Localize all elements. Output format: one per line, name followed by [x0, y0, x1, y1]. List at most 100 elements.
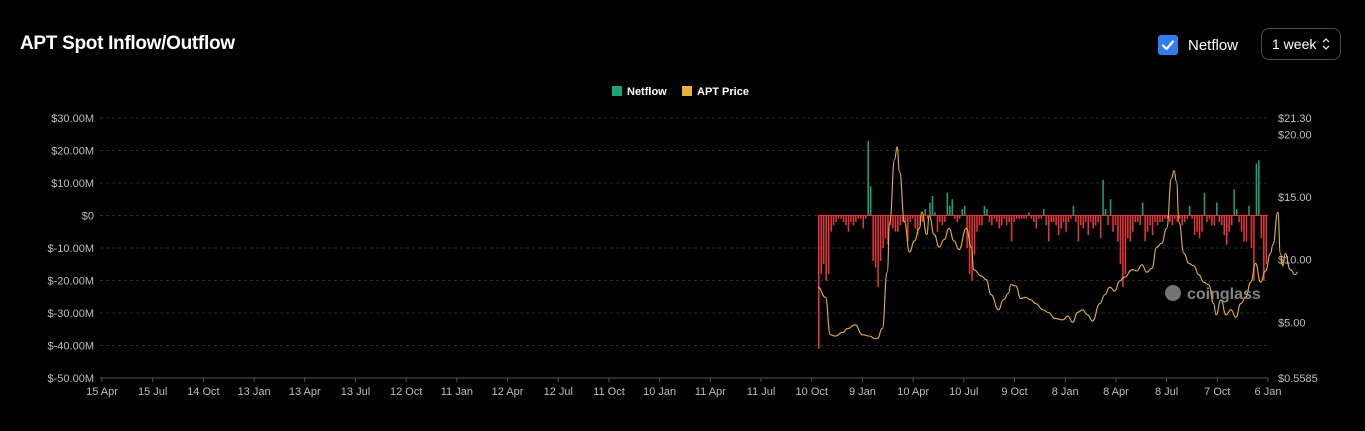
netflow-bar[interactable] — [939, 215, 941, 223]
netflow-bar[interactable] — [1201, 215, 1203, 232]
netflow-bar[interactable] — [931, 196, 934, 216]
netflow-bar[interactable] — [874, 215, 877, 268]
netflow-bar[interactable] — [1258, 160, 1260, 216]
netflow-bar[interactable] — [971, 215, 973, 281]
netflow-bar[interactable] — [1218, 215, 1221, 223]
netflow-bar[interactable] — [1015, 215, 1018, 219]
netflow-bar[interactable] — [1230, 215, 1233, 226]
netflow-bar[interactable] — [1104, 209, 1107, 216]
netflow-bar[interactable] — [887, 215, 889, 245]
netflow-bar[interactable] — [934, 212, 936, 216]
netflow-bar[interactable] — [986, 209, 988, 216]
netflow-bar[interactable] — [1089, 215, 1092, 223]
netflow-bar[interactable] — [820, 215, 823, 275]
netflow-bar[interactable] — [1233, 189, 1235, 216]
netflow-bar[interactable] — [1013, 215, 1015, 223]
netflow-bar[interactable] — [840, 215, 842, 219]
netflow-bar[interactable] — [941, 215, 944, 226]
netflow-bar[interactable] — [976, 215, 978, 232]
netflow-bar[interactable] — [916, 215, 919, 236]
netflow-bar[interactable] — [996, 215, 998, 223]
netflow-bar[interactable] — [973, 215, 976, 255]
netflow-bar[interactable] — [961, 209, 963, 216]
netflow-bar[interactable] — [1065, 215, 1067, 232]
netflow-bar[interactable] — [981, 215, 983, 226]
netflow-bar[interactable] — [1132, 215, 1134, 232]
netflow-bar[interactable] — [926, 215, 929, 219]
netflow-bar[interactable] — [1171, 215, 1174, 226]
netflow-bar[interactable] — [1169, 215, 1171, 223]
netflow-bar[interactable] — [1082, 215, 1085, 229]
netflow-bar[interactable] — [1240, 215, 1243, 232]
netflow-bar[interactable] — [1052, 215, 1055, 223]
netflow-bar[interactable] — [1146, 215, 1149, 232]
netflow-bar[interactable] — [1043, 209, 1045, 216]
netflow-bar[interactable] — [1136, 215, 1139, 223]
netflow-bar[interactable] — [882, 215, 884, 249]
netflow-bar[interactable] — [847, 215, 850, 232]
netflow-bar[interactable] — [832, 215, 835, 226]
netflow-bar[interactable] — [1149, 215, 1151, 226]
netflow-bar[interactable] — [884, 215, 887, 239]
netflow-bar[interactable] — [1216, 202, 1218, 216]
netflow-bar[interactable] — [1028, 212, 1030, 216]
netflow-bar[interactable] — [978, 215, 981, 226]
netflow-bar[interactable] — [872, 215, 874, 262]
netflow-bar[interactable] — [850, 215, 852, 223]
netflow-checkbox[interactable] — [1158, 35, 1178, 55]
netflow-bar[interactable] — [904, 215, 907, 223]
netflow-bar[interactable] — [1045, 215, 1048, 226]
netflow-bar[interactable] — [1129, 215, 1132, 242]
netflow-bar[interactable] — [830, 215, 832, 232]
netflow-bar[interactable] — [864, 215, 867, 219]
legend-price-label[interactable]: APT Price — [697, 86, 749, 98]
netflow-bar[interactable] — [1213, 215, 1216, 226]
netflow-bar[interactable] — [1144, 215, 1146, 242]
netflow-bar[interactable] — [1198, 215, 1201, 239]
netflow-bar[interactable] — [963, 205, 966, 216]
netflow-bar[interactable] — [899, 215, 902, 226]
netflow-bar[interactable] — [1038, 215, 1040, 219]
netflow-bar[interactable] — [951, 199, 954, 216]
netflow-bar[interactable] — [1193, 215, 1196, 236]
netflow-bar[interactable] — [892, 215, 894, 229]
netflow-bar[interactable] — [1067, 215, 1070, 223]
netflow-bar[interactable] — [825, 215, 827, 281]
netflow-bar[interactable] — [1020, 215, 1023, 219]
netflow-bar[interactable] — [1072, 205, 1075, 216]
netflow-bar[interactable] — [1124, 215, 1127, 275]
netflow-bar[interactable] — [1178, 215, 1181, 219]
netflow-bar[interactable] — [956, 215, 958, 223]
netflow-bar[interactable] — [855, 215, 857, 223]
netflow-bar[interactable] — [1253, 215, 1255, 281]
netflow-bar[interactable] — [1166, 215, 1169, 219]
netflow-bar[interactable] — [1181, 215, 1183, 226]
netflow-bar[interactable] — [993, 215, 996, 219]
netflow-bar[interactable] — [1055, 215, 1057, 226]
netflow-bar[interactable] — [1060, 215, 1062, 229]
netflow-bar[interactable] — [1174, 215, 1176, 219]
netflow-bar[interactable] — [1191, 215, 1193, 219]
netflow-bar[interactable] — [1139, 215, 1141, 226]
netflow-bar[interactable] — [1010, 215, 1013, 242]
netflow-bar[interactable] — [1208, 215, 1211, 219]
netflow-bar[interactable] — [921, 215, 924, 223]
netflow-bar[interactable] — [1263, 215, 1265, 281]
netflow-bar[interactable] — [1260, 215, 1263, 239]
netflow-bar[interactable] — [835, 215, 837, 223]
netflow-bar[interactable] — [1183, 215, 1186, 223]
netflow-bar[interactable] — [1057, 215, 1060, 236]
netflow-bar[interactable] — [1228, 215, 1230, 232]
netflow-bar[interactable] — [1225, 215, 1228, 245]
netflow-bar[interactable] — [1243, 215, 1245, 242]
netflow-bar[interactable] — [818, 215, 820, 349]
netflow-bar[interactable] — [907, 215, 909, 242]
netflow-bar[interactable] — [1250, 215, 1253, 249]
netflow-bar[interactable] — [988, 215, 991, 223]
netflow-bar[interactable] — [852, 215, 855, 226]
netflow-bar[interactable] — [857, 215, 860, 219]
netflow-bar[interactable] — [837, 215, 840, 219]
netflow-bar[interactable] — [1119, 215, 1122, 265]
netflow-bar[interactable] — [929, 202, 931, 216]
netflow-bar[interactable] — [1097, 215, 1099, 223]
